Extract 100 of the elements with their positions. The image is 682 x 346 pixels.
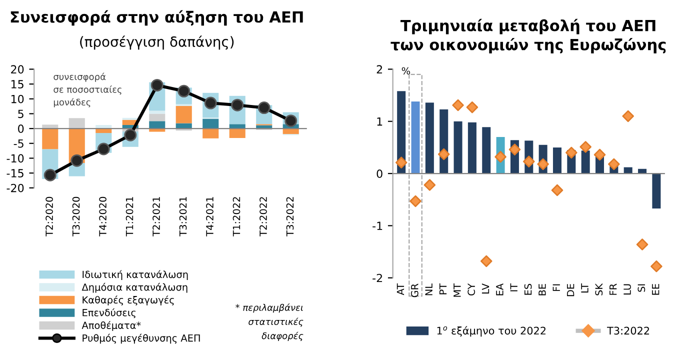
point bbox=[150, 78, 164, 92]
bar bbox=[581, 150, 590, 174]
legend-label: Αποθέματα* bbox=[82, 321, 141, 331]
x-tick-label: Τ4:2020 bbox=[99, 196, 106, 236]
y-tick-label: -1 bbox=[372, 222, 382, 230]
x-tick-label: MT bbox=[454, 283, 461, 297]
bar bbox=[149, 121, 166, 129]
y-tick-label: 15 bbox=[11, 80, 24, 88]
point bbox=[650, 260, 662, 272]
chart-subtitle: (προσέγγιση δαπάνης) bbox=[80, 36, 234, 50]
chart-title: Τριμηνιαία μεταβολή του ΑΕΠ των οικονομιών της Ευρωζώνης bbox=[390, 18, 666, 54]
x-tick-label: SI bbox=[638, 284, 646, 292]
y-tick-label: 5 bbox=[18, 110, 24, 118]
y-tick-label: 0 bbox=[376, 169, 382, 178]
bar bbox=[482, 127, 491, 174]
bar bbox=[229, 124, 246, 129]
annotation: % bbox=[402, 67, 410, 75]
y-tick-label: 1 bbox=[377, 117, 382, 126]
x-tick-label: Τ3:2022 bbox=[286, 197, 294, 236]
annotation: συνεισφορά σε ποσοστιαίες μονάδες bbox=[54, 72, 122, 108]
legend-label: 1$^{ο}$ εξάμηνο του 2022 bbox=[437, 326, 546, 337]
point bbox=[284, 114, 298, 128]
x-tick-label: SK bbox=[595, 283, 603, 296]
bar bbox=[202, 128, 219, 138]
x-tick-label: LT bbox=[581, 283, 588, 292]
legend-label: Δημόσια κατανάλωση bbox=[82, 282, 188, 293]
point bbox=[410, 195, 422, 208]
chart-title: Συνεισφορά στην αύξηση του ΑΕΠ bbox=[10, 10, 303, 26]
bar bbox=[552, 147, 562, 174]
point bbox=[44, 168, 56, 182]
y-tick-label: -2 bbox=[372, 274, 382, 282]
x-tick-label: Τ3:2021 bbox=[179, 197, 187, 236]
x-tick-label: Τ1:2022 bbox=[232, 197, 240, 236]
x-tick-label: FR bbox=[610, 284, 617, 295]
point bbox=[566, 146, 578, 159]
x-tick-label: PT bbox=[439, 283, 447, 294]
bar bbox=[468, 122, 476, 174]
bar bbox=[202, 118, 219, 129]
y-tick-label: 20 bbox=[11, 65, 24, 74]
point bbox=[580, 141, 592, 153]
point bbox=[594, 148, 606, 161]
bar bbox=[176, 123, 192, 129]
x-tick-label: BE bbox=[538, 284, 546, 296]
legend-label: Επενδύσεις bbox=[82, 308, 136, 318]
y-tick-label: 2 bbox=[376, 65, 382, 74]
point bbox=[537, 158, 549, 170]
y-tick-label: -5 bbox=[14, 139, 24, 148]
x-tick-label: Τ4:2021 bbox=[206, 197, 214, 236]
x-tick-label: Τ2:2021 bbox=[152, 197, 160, 236]
x-tick-label: LU bbox=[624, 284, 631, 294]
legend-label: Καθαρές εξαγωγές bbox=[82, 296, 174, 306]
text: * περιλαμβάνει στατιστικές διαφορές bbox=[236, 304, 304, 341]
x-tick-label: GR bbox=[410, 284, 418, 298]
bar bbox=[454, 121, 462, 174]
point bbox=[438, 148, 450, 160]
x-tick-label: FI bbox=[552, 284, 560, 291]
y-tick-label: -20 bbox=[6, 184, 24, 192]
x-tick-label: LV bbox=[482, 283, 490, 294]
x-tick-label: ES bbox=[524, 284, 532, 295]
point bbox=[395, 156, 408, 168]
legend-label: Ιδιωτική κατανάλωση bbox=[82, 270, 188, 280]
bar bbox=[149, 128, 166, 132]
x-tick-label: EA bbox=[496, 283, 504, 296]
x-tick-label: EE bbox=[652, 284, 660, 295]
bar bbox=[149, 110, 166, 114]
y-tick-label: -10 bbox=[6, 154, 24, 163]
bar bbox=[42, 128, 58, 150]
x-tick-label: NL bbox=[425, 283, 432, 296]
point bbox=[608, 158, 620, 170]
x-tick-label: IT bbox=[510, 283, 518, 292]
y-tick-label: -15 bbox=[6, 169, 24, 178]
point bbox=[452, 99, 464, 112]
bar bbox=[411, 102, 420, 174]
x-tick-label: CY bbox=[468, 283, 476, 296]
point bbox=[424, 179, 436, 191]
bar bbox=[229, 128, 246, 138]
point bbox=[258, 102, 270, 114]
bar bbox=[652, 174, 661, 208]
bar bbox=[96, 128, 112, 133]
point bbox=[622, 110, 634, 122]
bar bbox=[425, 102, 434, 174]
x-tick-label: Τ3:2020 bbox=[72, 196, 80, 236]
point bbox=[636, 238, 648, 250]
x-tick-label: Τ1:2021 bbox=[126, 197, 134, 236]
bar bbox=[176, 106, 192, 124]
point bbox=[494, 150, 506, 163]
point bbox=[551, 184, 564, 196]
legend-label: Ρυθμός μεγέθυνσης ΑΕΠ bbox=[82, 334, 200, 344]
bar bbox=[42, 124, 58, 129]
point bbox=[70, 154, 84, 167]
legend-label: Τ3:2022 bbox=[607, 326, 650, 335]
y-tick-label: 0 bbox=[18, 124, 24, 133]
y-tick-label: 10 bbox=[11, 94, 24, 104]
point bbox=[480, 255, 492, 268]
bar bbox=[68, 118, 85, 129]
point bbox=[523, 156, 535, 168]
x-tick-label: Τ2:2022 bbox=[260, 197, 267, 236]
point bbox=[508, 144, 521, 156]
x-tick-label: DE bbox=[567, 284, 574, 296]
x-tick-label: Τ2:2020 bbox=[46, 196, 53, 236]
